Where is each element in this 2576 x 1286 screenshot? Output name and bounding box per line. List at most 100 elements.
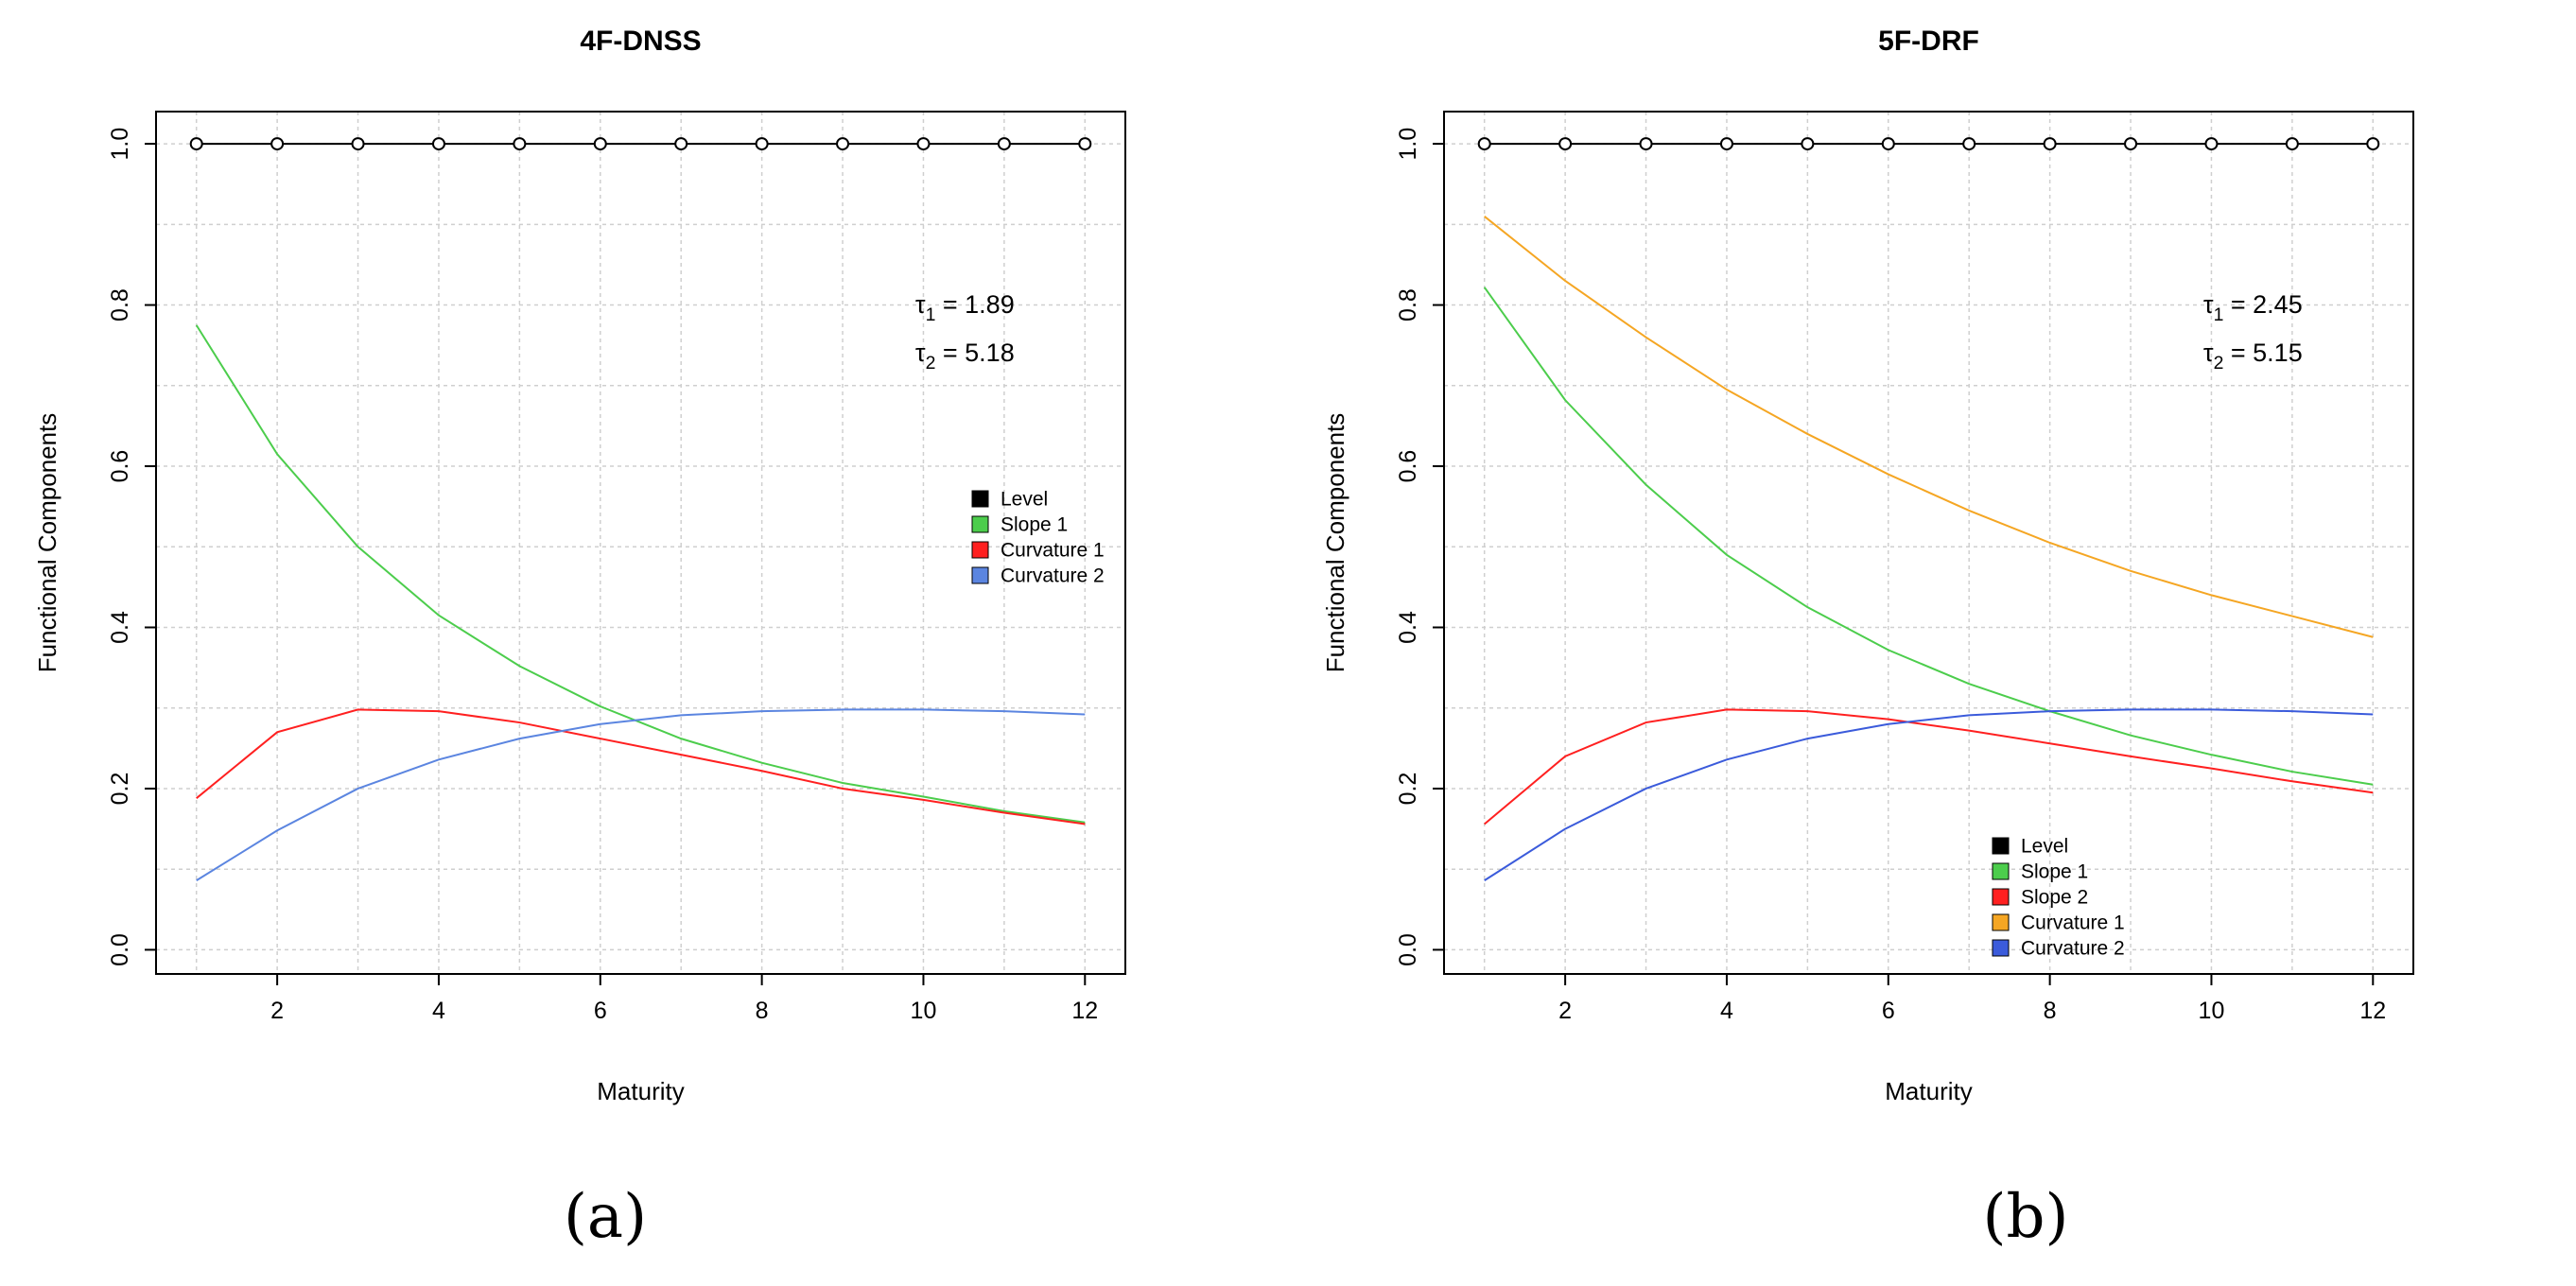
y-tick-label: 0.8 (107, 288, 133, 322)
y-tick-label: 0.2 (107, 773, 133, 806)
data-point (1801, 137, 1815, 151)
series-slope-2 (1484, 708, 2374, 825)
series-curvature-1 (196, 708, 1086, 825)
series-curvature-1 (1484, 216, 2374, 638)
y-tick-label: 0.4 (107, 611, 133, 644)
series-level (189, 137, 1092, 151)
chart-5f-drf: 5F-DRF 2 4 6 8 10 12 0.0 0.2 0.4 0.6 0.8 1.0 Maturity… (1321, 26, 2414, 1105)
annotation-tau1: τ1 = 1.89 (915, 290, 1015, 325)
data-point (836, 137, 850, 151)
y-axis-label: Functional Components (33, 413, 61, 673)
legend-label: Slope 1 (2021, 861, 2088, 883)
x-tick-label: 10 (2199, 998, 2225, 1024)
series-line (1484, 708, 2374, 825)
x-tick-label: 6 (1882, 998, 1895, 1024)
legend-label: Curvature 1 (2021, 912, 2125, 934)
legend-label: Slope 1 (1001, 514, 1068, 536)
data-point (431, 137, 445, 151)
series-level (1477, 137, 2380, 151)
chart-title: 5F-DRF (1878, 26, 1979, 57)
y-axis-label: Functional Components (1321, 413, 1349, 673)
legend-label: Curvature 2 (1001, 565, 1105, 587)
legend-swatch (971, 515, 989, 533)
series-line (1484, 216, 2374, 638)
legend-swatch (971, 541, 989, 559)
legend-label: Curvature 2 (2021, 938, 2125, 960)
legend-label: Curvature 1 (1001, 540, 1105, 562)
x-tick-label: 2 (1558, 998, 1572, 1024)
y-tick-label: 0.6 (1395, 450, 1421, 483)
legend-label: Level (2021, 836, 2068, 858)
x-axis-label: Maturity (597, 1077, 684, 1105)
x-tick-label: 12 (2359, 998, 2386, 1024)
x-tick-label: 6 (594, 998, 607, 1024)
series-line (196, 708, 1086, 881)
y-tick-label: 1.0 (107, 128, 133, 161)
grid (156, 112, 1125, 974)
x-tick-label: 2 (270, 998, 284, 1024)
legend-label: Slope 2 (2021, 887, 2088, 909)
x-tick-label: 4 (432, 998, 445, 1024)
y-tick-label: 0.6 (107, 450, 133, 483)
data-point (997, 137, 1011, 151)
data-point (755, 137, 769, 151)
data-point (1881, 137, 1895, 151)
data-point (1078, 137, 1092, 151)
series-curvature-2 (196, 708, 1086, 881)
y-tick-label: 0.8 (1395, 288, 1421, 322)
grid (1444, 112, 2413, 974)
x-tick-label: 8 (2044, 998, 2057, 1024)
data-point (2366, 137, 2380, 151)
series-line (1483, 287, 2374, 786)
x-axis-label: Maturity (1885, 1077, 1972, 1105)
data-point (1639, 137, 1653, 151)
chart-4f-dnss: 4F-DNSS 2 4 6 8 10 12 0.0 0.2 0.4 0.6 0.8 1.0 Maturit… (33, 26, 1126, 1105)
annotation-tau2: τ2 = 5.18 (915, 339, 1015, 374)
legend-swatch (1992, 862, 2010, 880)
series-line (1484, 708, 2374, 881)
legend-swatch (971, 490, 989, 508)
series-slope-1 (195, 324, 1086, 824)
y-tick-label: 0.0 (107, 933, 133, 966)
legend-swatch (1992, 888, 2010, 906)
series-curvature-2 (1484, 708, 2374, 881)
legend-swatch (1992, 837, 2010, 855)
series-slope-1 (1483, 287, 2374, 786)
data-point (270, 137, 285, 151)
legend-swatch (971, 566, 989, 584)
annotation-tau1: τ1 = 2.45 (2203, 290, 2303, 325)
legend-swatch (1992, 939, 2010, 957)
data-point (2043, 137, 2057, 151)
annotation-tau2: τ2 = 5.15 (2203, 339, 2303, 374)
data-point (2285, 137, 2299, 151)
y-tick-label: 0.4 (1395, 611, 1421, 644)
data-point (513, 137, 527, 151)
data-point (593, 137, 607, 151)
data-point (674, 137, 688, 151)
legend: Level Slope 1 Slope 2 Curvature 1 Curvature … (1992, 836, 2125, 960)
data-point (2124, 137, 2138, 151)
y-tick-label: 1.0 (1395, 128, 1421, 161)
data-point (1719, 137, 1733, 151)
data-point (1962, 137, 1976, 151)
plot-frame (155, 111, 1126, 975)
plot-frame (1443, 111, 2414, 975)
panel-label-a: (a) (563, 1182, 648, 1252)
x-tick-label: 4 (1720, 998, 1733, 1024)
data-point (351, 137, 365, 151)
data-point (2204, 137, 2219, 151)
data-point (1558, 137, 1573, 151)
x-tick-label: 12 (1071, 998, 1098, 1024)
legend-label: Level (1001, 489, 1048, 511)
series-line (195, 324, 1086, 824)
y-tick-label: 0.0 (1395, 933, 1421, 966)
data-point (916, 137, 931, 151)
data-point (1477, 137, 1491, 151)
x-tick-label: 10 (911, 998, 937, 1024)
series-line (196, 708, 1086, 825)
legend-swatch (1992, 913, 2010, 931)
y-tick-label: 0.2 (1395, 773, 1421, 806)
panel-label-b: (b) (1982, 1182, 2069, 1252)
legend: Level Slope 1 Curvature 1 Curvature 2 (971, 489, 1105, 587)
